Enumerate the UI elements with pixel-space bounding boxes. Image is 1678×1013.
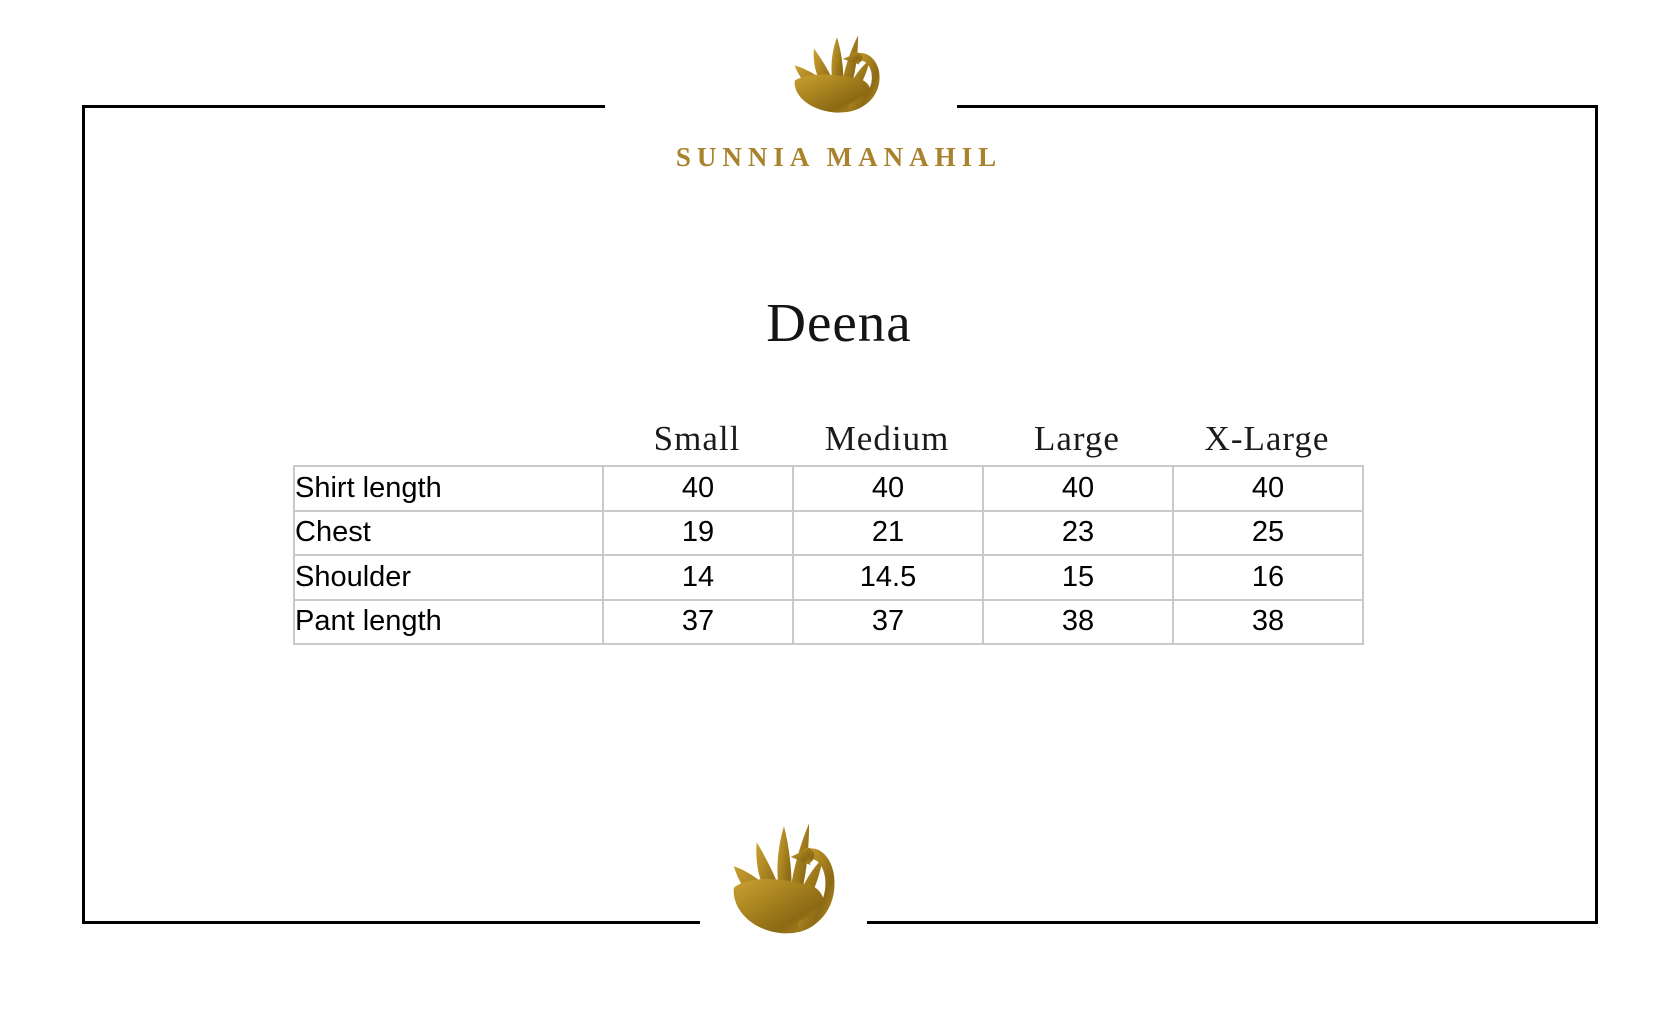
size-column-large: Large [1034, 419, 1120, 458]
size-chart: Small Medium Large X-Large Shirt length … [293, 403, 1364, 645]
table-cell: 19 [602, 509, 794, 556]
brand-name: SUNNIA MANAHIL [675, 142, 1003, 172]
table-cell: 40 [602, 465, 794, 512]
size-column-medium: Medium [824, 419, 950, 458]
table-cell: 37 [792, 598, 984, 645]
table-cell: 21 [792, 509, 984, 556]
table-cell: 40 [792, 465, 984, 512]
table-cell: 15 [982, 554, 1174, 601]
table-cell: 25 [1172, 509, 1364, 556]
table-cell: 37 [602, 598, 794, 645]
table-cell: 40 [1172, 465, 1364, 512]
table-cell: 40 [982, 465, 1174, 512]
table-cell: 16 [1172, 554, 1364, 601]
swan-logo-icon [727, 810, 841, 944]
table-row-chest: Chest 19 21 23 25 [293, 509, 1364, 556]
size-table: Shirt length 40 40 40 40 Chest 19 21 23 … [293, 465, 1364, 645]
table-cell: 38 [1172, 598, 1364, 645]
swan-logo-icon [789, 26, 885, 120]
size-column-xlarge: X-Large [1204, 419, 1330, 458]
table-cell: 14 [602, 554, 794, 601]
row-label: Shirt length [293, 465, 604, 512]
page-title: Deena [766, 292, 912, 353]
size-chart-header: Small Medium Large X-Large [293, 403, 1362, 465]
row-label: Shoulder [293, 554, 604, 601]
frame-gap-top [605, 101, 957, 112]
table-row-shirt-length: Shirt length 40 40 40 40 [293, 465, 1364, 512]
row-label: Pant length [293, 598, 604, 645]
row-label: Chest [293, 509, 604, 556]
table-row-pant-length: Pant length 37 37 38 38 [293, 598, 1364, 645]
size-column-small: Small [653, 419, 741, 458]
table-cell: 14.5 [792, 554, 984, 601]
table-cell: 38 [982, 598, 1174, 645]
table-row-shoulder: Shoulder 14 14.5 15 16 [293, 554, 1364, 601]
table-cell: 23 [982, 509, 1174, 556]
